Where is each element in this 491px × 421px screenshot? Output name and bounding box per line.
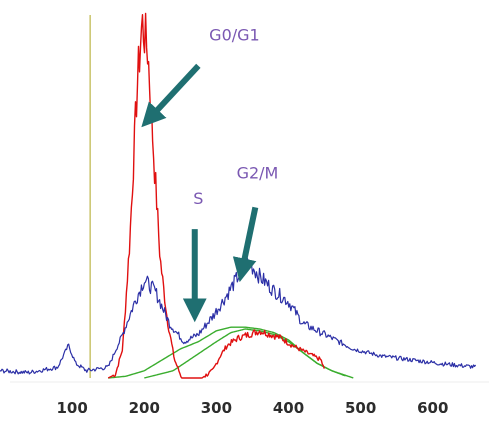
annotation-arrow: [141, 63, 201, 128]
x-tick-label: 300: [201, 399, 232, 417]
series-line-total: [0, 257, 477, 375]
x-tick-label: 100: [56, 399, 87, 417]
annotation-arrow: [232, 206, 259, 283]
x-tick-label: 200: [129, 399, 160, 417]
series-line-g2m: [144, 328, 354, 379]
x-tick-labels: 100 200 300 400 500 600: [56, 399, 448, 417]
annotation-label: S: [193, 189, 203, 208]
x-tick-label: 600: [417, 399, 448, 417]
annotation-label: G0/G1: [209, 25, 260, 44]
x-tick-label: 500: [345, 399, 376, 417]
annotation-label: G2/M: [237, 163, 279, 182]
x-tick-label: 400: [273, 399, 304, 417]
annotations: G0/G1 G2/M S: [141, 25, 279, 323]
series-line-g0g1: [107, 12, 325, 379]
series-layer: [0, 12, 477, 379]
